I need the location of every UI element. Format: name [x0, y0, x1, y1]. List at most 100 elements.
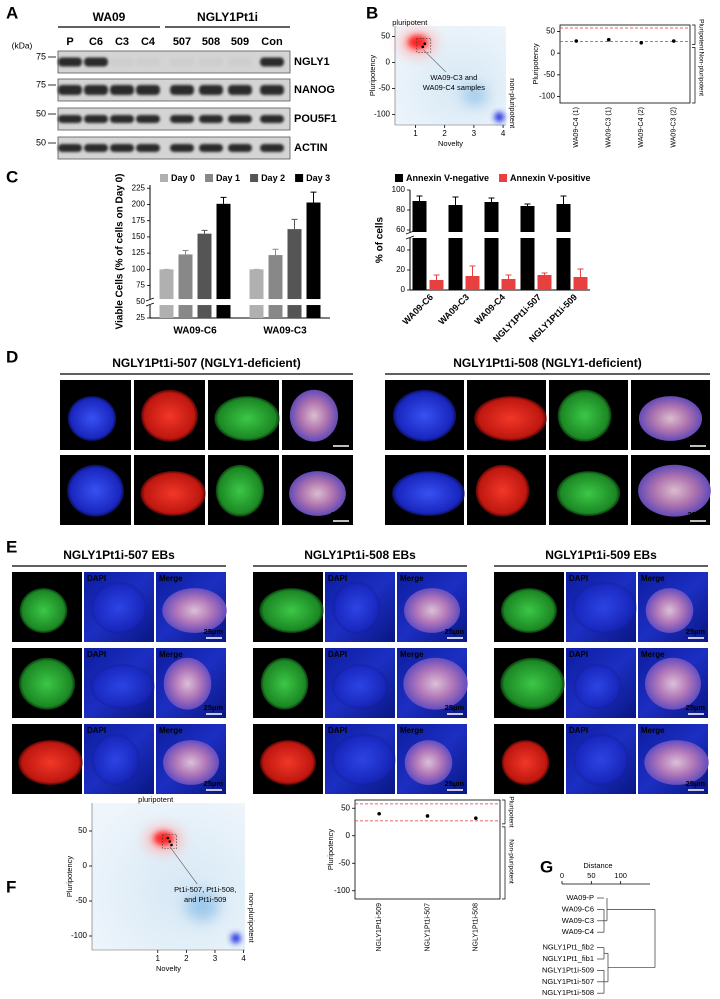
error-bar	[416, 195, 423, 201]
channel-label: DAPI	[569, 650, 588, 659]
y-tick-label: 0	[551, 48, 556, 57]
panel-label: C	[6, 167, 18, 186]
blot-band	[228, 144, 252, 152]
pluripotent-density	[407, 35, 428, 50]
region-label: pluripotent	[138, 795, 174, 804]
blot-group-label: WA09	[93, 10, 126, 24]
micrograph-signal	[501, 588, 557, 633]
scale-label: 25µm	[445, 627, 465, 636]
bracket	[692, 24, 696, 45]
micrograph-signal	[67, 464, 124, 517]
bar	[216, 203, 231, 318]
channel-label: DAPI	[328, 726, 347, 735]
x-tick-label: 50	[587, 871, 595, 880]
y-tick-label: 0	[346, 831, 351, 840]
micrograph-signal	[18, 740, 83, 785]
error-bar	[469, 265, 476, 276]
panel-label: F	[6, 877, 16, 896]
bracket	[502, 826, 506, 900]
scale-label: 25µm	[688, 510, 708, 519]
blot-band	[84, 115, 108, 123]
micrograph-signal	[573, 733, 629, 786]
channel-label: SMA	[497, 650, 515, 659]
blot-band	[84, 57, 108, 67]
bracket-label: Pluripotent	[697, 19, 704, 50]
group-title: NGLY1Pt1i-509 EBs	[545, 548, 657, 562]
error-bar	[560, 195, 567, 204]
group-title: NGLY1Pt1i-508 EBs	[304, 548, 416, 562]
x-tick-label: 3	[472, 129, 477, 138]
x-tick-label: 1	[413, 129, 418, 138]
legend-swatch	[395, 174, 403, 182]
channel-label: TUBB3	[15, 574, 42, 583]
legend-label: Day 2	[261, 173, 285, 183]
error-bar	[541, 272, 548, 275]
bracket	[692, 47, 696, 104]
leaf-label: NGLY1Pt1i-507	[542, 977, 594, 986]
y-tick-label: 20	[396, 265, 405, 274]
y-tick-label: 100	[392, 185, 406, 194]
bar	[287, 229, 302, 318]
dot	[474, 816, 478, 820]
scale-label: 25µm	[204, 703, 224, 712]
bar	[537, 275, 552, 290]
y-tick-label: 60	[396, 225, 405, 234]
bracket-label: Pluripotent	[507, 796, 514, 827]
axis-break	[146, 299, 330, 306]
channel-label: Merge	[159, 650, 183, 659]
error-bar	[505, 274, 512, 279]
dot	[425, 814, 430, 818]
scale-label: 25µm	[686, 703, 706, 712]
micrograph-signal	[90, 664, 155, 709]
y-tick-label: 100	[132, 264, 146, 273]
panel-label: A	[6, 3, 18, 22]
lane-label: C4	[141, 36, 156, 48]
bracket-label: Non-pluripotent	[697, 52, 704, 97]
axis-break	[406, 232, 590, 238]
x-tick-label: 2	[442, 129, 447, 138]
leaf-label: NGLY1Pt1i-509	[542, 965, 594, 974]
legend-label: Day 1	[216, 173, 240, 183]
y-tick-label: -100	[334, 886, 351, 895]
micrograph-signal	[260, 657, 309, 710]
channel-label: Merge	[159, 726, 183, 735]
y-axis-label: Pluripotency	[326, 829, 335, 871]
bar	[520, 206, 535, 290]
group-title: NGLY1Pt1i-507 EBs	[63, 548, 175, 562]
x-tick-label: 100	[614, 871, 627, 880]
dot	[671, 39, 676, 43]
error-bar	[577, 268, 584, 277]
y-tick-label: 225	[132, 183, 146, 192]
y-tick-label: -50	[75, 896, 87, 905]
bar	[484, 202, 499, 290]
leaf-label: NGLY1Pt1_fib1	[542, 954, 594, 963]
error-bar	[291, 218, 298, 230]
blot-band	[170, 57, 194, 67]
y-axis-label: Pluripotency	[531, 43, 540, 85]
channel-label: DAPI	[569, 726, 588, 735]
micrograph-signal	[260, 740, 316, 785]
channel-label: TRA-1-81	[552, 382, 588, 391]
channel-label: SOX17	[256, 726, 282, 735]
error-bar	[433, 274, 440, 280]
x-tick-label: WA09-C3 (1)	[606, 107, 613, 148]
bar	[573, 277, 588, 290]
y-tick-label: 80	[396, 205, 405, 214]
leaf-label: WA09-C4	[562, 927, 594, 936]
micrograph-signal	[91, 733, 140, 786]
y-tick-label: 175	[132, 216, 146, 225]
non-pluripotent-density	[462, 85, 488, 106]
blot-band	[260, 57, 284, 67]
lane-label: C6	[89, 36, 103, 48]
blot-band	[110, 115, 134, 123]
micrograph-signal	[638, 396, 703, 441]
y-tick-label: -100	[374, 110, 391, 119]
annotation: WA09-C3 and	[430, 73, 477, 82]
micrograph-signal	[215, 464, 265, 517]
channel-label: DAPI	[87, 650, 106, 659]
bar	[429, 280, 444, 290]
blot-band	[199, 144, 223, 152]
lane-label: 508	[202, 36, 220, 48]
